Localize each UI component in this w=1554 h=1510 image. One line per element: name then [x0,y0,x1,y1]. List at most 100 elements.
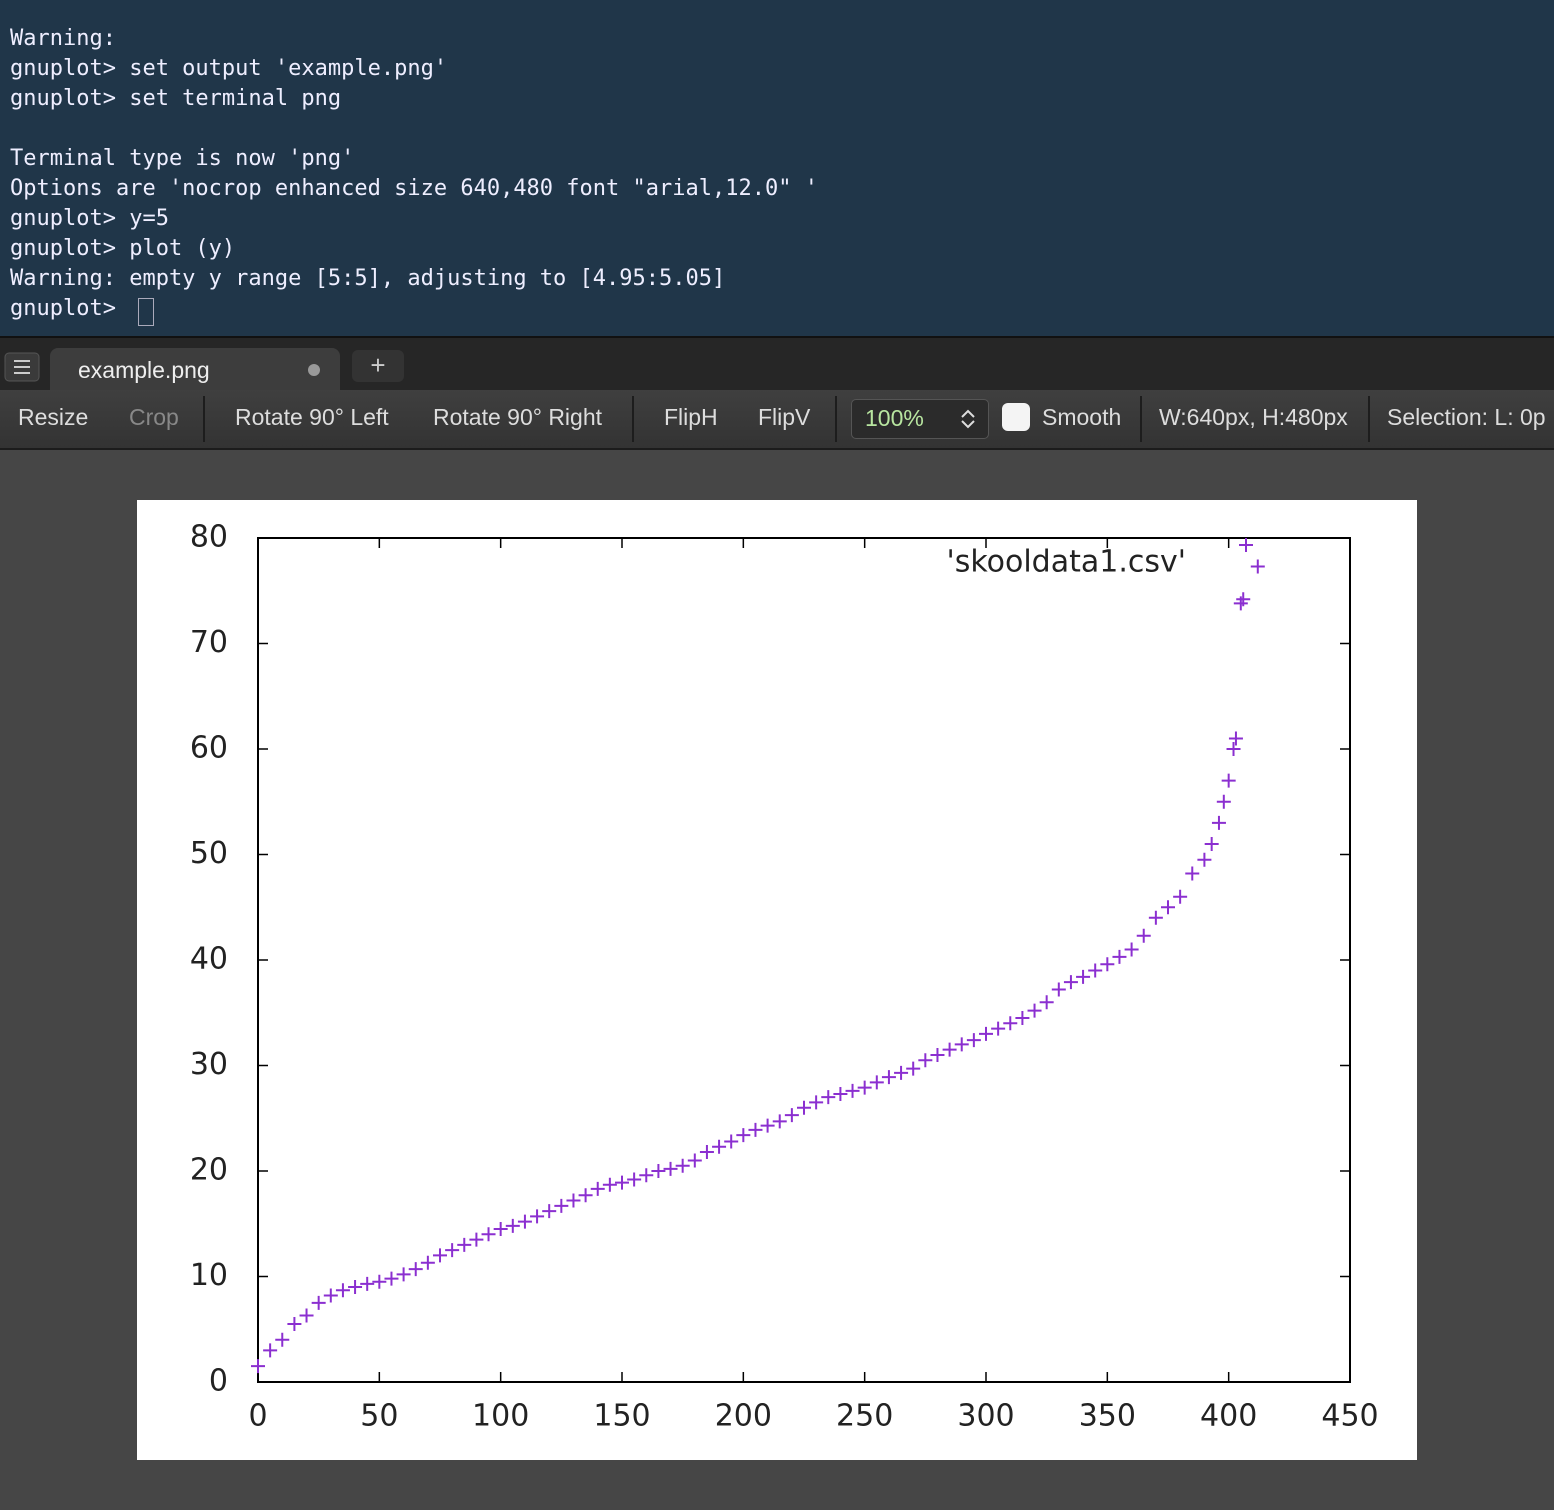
separator [203,396,205,442]
data-point [275,1332,290,1347]
data-point [578,1188,593,1203]
terminal-line: Warning: [10,26,116,51]
zoom-input[interactable]: 100% [851,399,989,439]
data-point [287,1316,302,1331]
data-point [663,1161,678,1176]
data-point [797,1100,811,1115]
y-tick-label: 30 [190,1047,228,1082]
data-point [566,1193,581,1208]
fliph-button[interactable]: FlipH [664,404,718,430]
data-point [348,1280,363,1295]
data-point [687,1153,702,1168]
data-point [1226,742,1241,756]
data-point [554,1198,569,1213]
smooth-checkbox[interactable] [1002,403,1030,431]
zoom-spinner[interactable] [958,408,978,430]
data-point [1173,889,1188,904]
cursor [138,298,154,326]
chart: 0 10 20 30 40 50 60 70 80 0 50 100 150 200 250 300 350 40… [137,500,1417,1460]
data-point [396,1267,411,1282]
data-point [736,1128,751,1143]
data-point [966,1033,981,1048]
y-tick-label: 20 [190,1153,228,1188]
data-point [881,1070,896,1085]
data-point [639,1168,654,1183]
resize-button[interactable]: Resize [18,404,89,430]
data-point [772,1114,787,1129]
x-tick-label: 50 [360,1399,398,1434]
x-tick-label: 150 [593,1399,650,1434]
flipv-button[interactable]: FlipV [758,404,811,430]
data-point [991,1021,1006,1036]
data-point [1228,731,1243,746]
data-point [457,1237,472,1252]
data-point [1027,1003,1042,1018]
data-point [627,1172,642,1187]
data-point [1124,942,1139,957]
rotate-left-button[interactable]: Rotate 90° Left [235,404,389,430]
tab-title: example.png [78,357,210,383]
data-point [493,1222,508,1237]
x-tick-label: 300 [957,1399,1014,1434]
data-point [542,1204,557,1219]
new-tab-button[interactable]: + [352,350,404,382]
x-tick-label: 100 [472,1399,529,1434]
terminal-line: Warning: empty y range [5:5], adjusting … [10,266,726,291]
chart-background [137,500,1417,1460]
data-point [420,1255,435,1270]
separator [1368,396,1370,442]
data-point [602,1177,617,1192]
data-point [360,1276,375,1291]
data-point [845,1083,860,1098]
terminal: Warning: gnuplot> set output 'example.png… [0,0,1554,336]
separator [1140,396,1142,442]
y-tick-label: 60 [190,731,228,766]
data-point [1003,1016,1018,1031]
menu-icon[interactable] [4,352,40,382]
data-point [1197,852,1212,867]
y-tick-label: 70 [190,625,228,660]
terminal-line: gnuplot> set output 'example.png' [10,56,448,81]
data-point [384,1271,399,1286]
data-point [1211,815,1226,830]
terminal-line: gnuplot> [10,296,130,321]
data-point [1015,1011,1030,1026]
data-point [918,1053,933,1068]
data-point [675,1158,690,1173]
crop-button[interactable]: Crop [129,404,179,430]
data-point [1063,975,1078,990]
y-tick-label: 50 [190,836,228,871]
data-point [760,1118,775,1133]
tab[interactable]: example.png [50,348,340,392]
data-point [699,1145,714,1160]
data-point [590,1181,605,1196]
data-point [712,1139,727,1154]
data-point [979,1026,993,1041]
separator [632,396,634,442]
data-point [1051,982,1066,997]
data-point [1161,900,1175,915]
data-point [1136,928,1151,943]
data-point [1088,963,1103,978]
data-point [505,1218,520,1233]
data-point [481,1227,496,1242]
y-tick-label: 0 [209,1364,228,1399]
data-point [1148,910,1163,925]
data-point [251,1359,265,1374]
x-tick-label: 450 [1321,1399,1378,1434]
data-point [748,1122,763,1137]
data-point [833,1086,848,1101]
data-point [408,1262,423,1277]
data-point [906,1061,921,1076]
data-point [311,1295,326,1310]
rotate-right-button[interactable]: Rotate 90° Right [433,404,603,430]
tab-bar: example.png + [0,336,1554,392]
terminal-line: gnuplot> set terminal png [10,86,342,111]
legend-label: 'skooldata1.csv' [946,545,1186,580]
data-point [1236,592,1251,607]
data-point [335,1283,350,1298]
terminal-line: Options are 'nocrop enhanced size 640,48… [10,176,818,201]
data-point [784,1108,799,1123]
data-point [299,1308,314,1323]
